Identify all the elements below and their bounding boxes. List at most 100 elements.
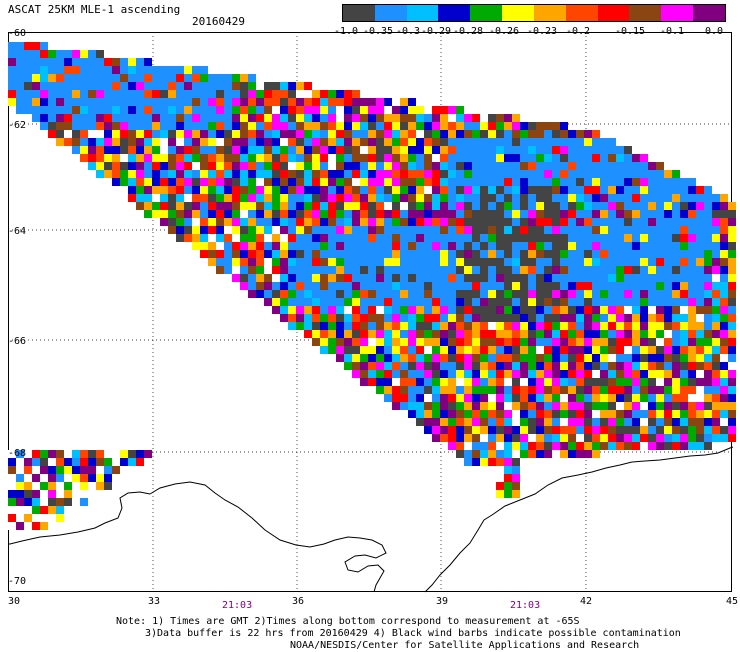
wind-cell — [472, 354, 480, 362]
wind-cell — [496, 306, 504, 314]
note-line-3: NOAA/NESDIS/Center for Satellite Applica… — [290, 640, 640, 651]
wind-cell — [448, 138, 456, 146]
wind-cell — [368, 314, 376, 322]
wind-cell — [280, 154, 288, 162]
wind-cell — [208, 202, 216, 210]
wind-cell — [688, 330, 696, 338]
wind-cell — [704, 346, 712, 354]
wind-cell — [280, 274, 288, 282]
wind-cell — [32, 58, 40, 66]
wind-cell — [656, 402, 664, 410]
wind-cell — [672, 338, 680, 346]
wind-cell — [608, 314, 616, 322]
wind-cell — [576, 210, 584, 218]
wind-cell — [440, 306, 448, 314]
wind-cell — [416, 394, 424, 402]
wind-cell — [408, 98, 416, 106]
wind-cell — [112, 130, 120, 138]
wind-cell — [648, 394, 656, 402]
wind-cell — [680, 306, 688, 314]
wind-cell — [608, 426, 616, 434]
wind-cell — [648, 170, 656, 178]
wind-cell — [224, 258, 232, 266]
wind-cell — [296, 218, 304, 226]
wind-cell — [544, 138, 552, 146]
wind-cell — [480, 258, 488, 266]
wind-cell — [728, 370, 736, 378]
wind-cell — [168, 114, 176, 122]
wind-cell — [656, 266, 664, 274]
wind-cell — [80, 498, 88, 506]
wind-cell — [632, 370, 640, 378]
wind-cell — [312, 266, 320, 274]
wind-cell — [640, 418, 648, 426]
wind-cell — [16, 506, 24, 514]
wind-cell — [96, 90, 104, 98]
wind-cell — [576, 154, 584, 162]
wind-cell — [104, 130, 112, 138]
wind-cell — [536, 282, 544, 290]
wind-cell — [368, 162, 376, 170]
wind-cell — [200, 226, 208, 234]
wind-cell — [528, 130, 536, 138]
wind-cell — [80, 98, 88, 106]
wind-cell — [296, 114, 304, 122]
wind-cell — [728, 266, 736, 274]
wind-cell — [248, 194, 256, 202]
wind-cell — [464, 154, 472, 162]
wind-cell — [664, 250, 672, 258]
wind-cell — [248, 154, 256, 162]
wind-cell — [40, 106, 48, 114]
wind-cell — [288, 194, 296, 202]
wind-cell — [32, 498, 40, 506]
wind-cell — [32, 50, 40, 58]
wind-cell — [368, 186, 376, 194]
wind-cell — [352, 130, 360, 138]
wind-cell — [472, 370, 480, 378]
wind-cell — [520, 274, 528, 282]
wind-cell — [536, 418, 544, 426]
wind-cell — [496, 346, 504, 354]
wind-cell — [240, 202, 248, 210]
wind-cell — [408, 242, 416, 250]
wind-cell — [640, 202, 648, 210]
wind-cell — [672, 234, 680, 242]
wind-cell — [464, 130, 472, 138]
wind-cell — [336, 290, 344, 298]
wind-cell — [456, 266, 464, 274]
wind-cell — [688, 242, 696, 250]
wind-cell — [232, 146, 240, 154]
wind-cell — [304, 122, 312, 130]
wind-cell — [392, 122, 400, 130]
wind-cell — [712, 298, 720, 306]
wind-cell — [552, 266, 560, 274]
wind-cell — [392, 114, 400, 122]
wind-cell — [560, 226, 568, 234]
wind-cell — [232, 170, 240, 178]
wind-cell — [704, 378, 712, 386]
wind-cell — [680, 354, 688, 362]
wind-cell — [624, 258, 632, 266]
wind-cell — [104, 138, 112, 146]
wind-cell — [336, 258, 344, 266]
wind-cell — [520, 178, 528, 186]
wind-cell — [712, 202, 720, 210]
wind-cell — [232, 210, 240, 218]
wind-cell — [664, 442, 672, 450]
wind-cell — [408, 314, 416, 322]
wind-cell — [280, 170, 288, 178]
wind-cell — [544, 162, 552, 170]
wind-cell — [336, 242, 344, 250]
wind-cell — [344, 234, 352, 242]
wind-cell — [184, 98, 192, 106]
wind-cell — [216, 162, 224, 170]
wind-cell — [176, 138, 184, 146]
wind-cell — [464, 426, 472, 434]
wind-cell — [472, 426, 480, 434]
wind-cell — [624, 314, 632, 322]
wind-cell — [112, 474, 120, 482]
wind-cell — [208, 138, 216, 146]
wind-cell — [264, 202, 272, 210]
wind-cell — [344, 298, 352, 306]
wind-cell — [24, 506, 32, 514]
